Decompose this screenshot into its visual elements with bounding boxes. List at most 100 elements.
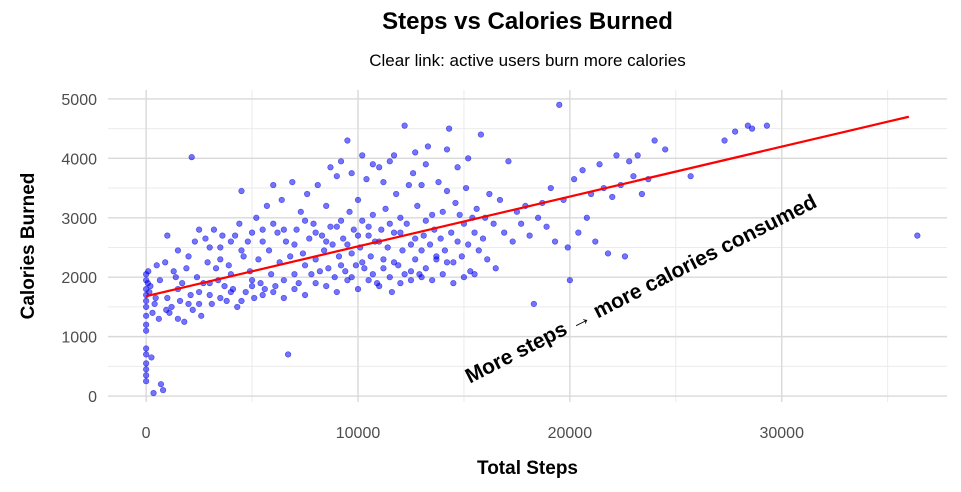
data-point xyxy=(365,277,372,284)
data-point xyxy=(191,238,198,245)
data-point xyxy=(337,262,345,269)
data-point xyxy=(149,309,156,316)
data-point xyxy=(390,229,398,236)
data-point xyxy=(407,277,415,284)
data-point xyxy=(433,253,440,260)
data-point xyxy=(439,271,446,278)
data-point xyxy=(662,146,669,153)
data-point xyxy=(155,315,162,322)
data-point xyxy=(248,283,256,290)
data-point xyxy=(227,288,234,296)
chart-subtitle: Clear link: active users burn more calor… xyxy=(369,51,686,70)
data-point xyxy=(359,152,366,159)
data-point xyxy=(291,271,298,278)
data-point xyxy=(501,229,508,236)
data-point xyxy=(354,232,362,239)
data-point xyxy=(297,208,304,215)
data-point xyxy=(471,229,478,236)
data-point xyxy=(634,152,641,159)
data-point xyxy=(609,193,616,201)
data-point xyxy=(621,253,629,260)
chart-title: Steps vs Calories Burned xyxy=(382,8,673,35)
data-point xyxy=(342,268,349,275)
data-point xyxy=(221,283,228,290)
data-point xyxy=(333,223,340,230)
data-point xyxy=(412,149,419,156)
data-point xyxy=(164,232,171,239)
data-point xyxy=(152,294,159,302)
data-point xyxy=(306,235,313,242)
data-point xyxy=(452,199,459,207)
data-point xyxy=(429,211,436,218)
data-point xyxy=(251,294,258,302)
data-point xyxy=(157,381,165,388)
data-point xyxy=(441,247,448,254)
data-point xyxy=(270,288,277,296)
data-point xyxy=(748,125,756,132)
data-point xyxy=(604,250,612,257)
data-point xyxy=(340,235,347,242)
data-point xyxy=(422,265,429,272)
data-point xyxy=(255,256,262,263)
data-point xyxy=(380,179,387,186)
data-point xyxy=(407,241,415,248)
data-point xyxy=(272,283,279,290)
data-point xyxy=(350,226,357,233)
data-point xyxy=(418,274,425,281)
data-point xyxy=(185,253,192,260)
data-point xyxy=(312,280,319,287)
data-point xyxy=(484,256,491,263)
data-point xyxy=(166,309,173,316)
data-point xyxy=(687,173,694,180)
data-point xyxy=(316,268,323,275)
data-point xyxy=(530,300,537,308)
data-point xyxy=(291,285,298,293)
data-point xyxy=(187,291,194,299)
data-point xyxy=(257,280,264,287)
trend-line xyxy=(145,115,910,298)
data-point xyxy=(365,232,372,239)
data-point xyxy=(293,226,300,233)
data-point xyxy=(236,220,243,227)
data-point xyxy=(914,232,921,239)
data-point xyxy=(344,277,351,284)
data-point xyxy=(397,280,404,287)
x-tick-label: 0 xyxy=(142,425,151,442)
y-tick-label: 1000 xyxy=(61,330,97,347)
data-point xyxy=(763,122,771,129)
data-point xyxy=(399,247,406,254)
x-axis-title: Total Steps xyxy=(477,458,578,479)
y-tick-label: 4000 xyxy=(61,151,97,168)
data-point xyxy=(376,164,383,171)
data-point xyxy=(630,173,637,180)
data-point xyxy=(367,253,374,260)
data-point xyxy=(534,214,542,221)
data-point xyxy=(547,184,554,192)
data-point xyxy=(323,202,330,209)
data-point xyxy=(744,122,751,129)
data-point xyxy=(248,277,256,284)
data-point xyxy=(369,161,376,168)
data-point xyxy=(439,208,446,215)
data-point xyxy=(204,259,211,266)
data-point xyxy=(202,235,209,242)
data-point xyxy=(145,268,152,275)
data-point xyxy=(721,137,728,144)
data-point xyxy=(418,181,425,189)
data-point xyxy=(206,244,213,251)
data-point xyxy=(354,196,362,204)
data-point xyxy=(164,294,171,302)
data-point xyxy=(369,271,376,278)
x-tick-label: 10000 xyxy=(336,425,381,442)
data-point xyxy=(486,190,493,198)
data-point xyxy=(509,238,516,245)
data-point xyxy=(143,360,150,367)
data-point xyxy=(198,312,205,319)
data-point xyxy=(407,268,415,275)
data-point xyxy=(143,327,150,334)
data-point xyxy=(253,214,260,221)
data-point xyxy=(583,214,590,221)
data-point xyxy=(397,229,404,236)
data-point xyxy=(268,271,275,278)
data-point xyxy=(393,190,400,198)
